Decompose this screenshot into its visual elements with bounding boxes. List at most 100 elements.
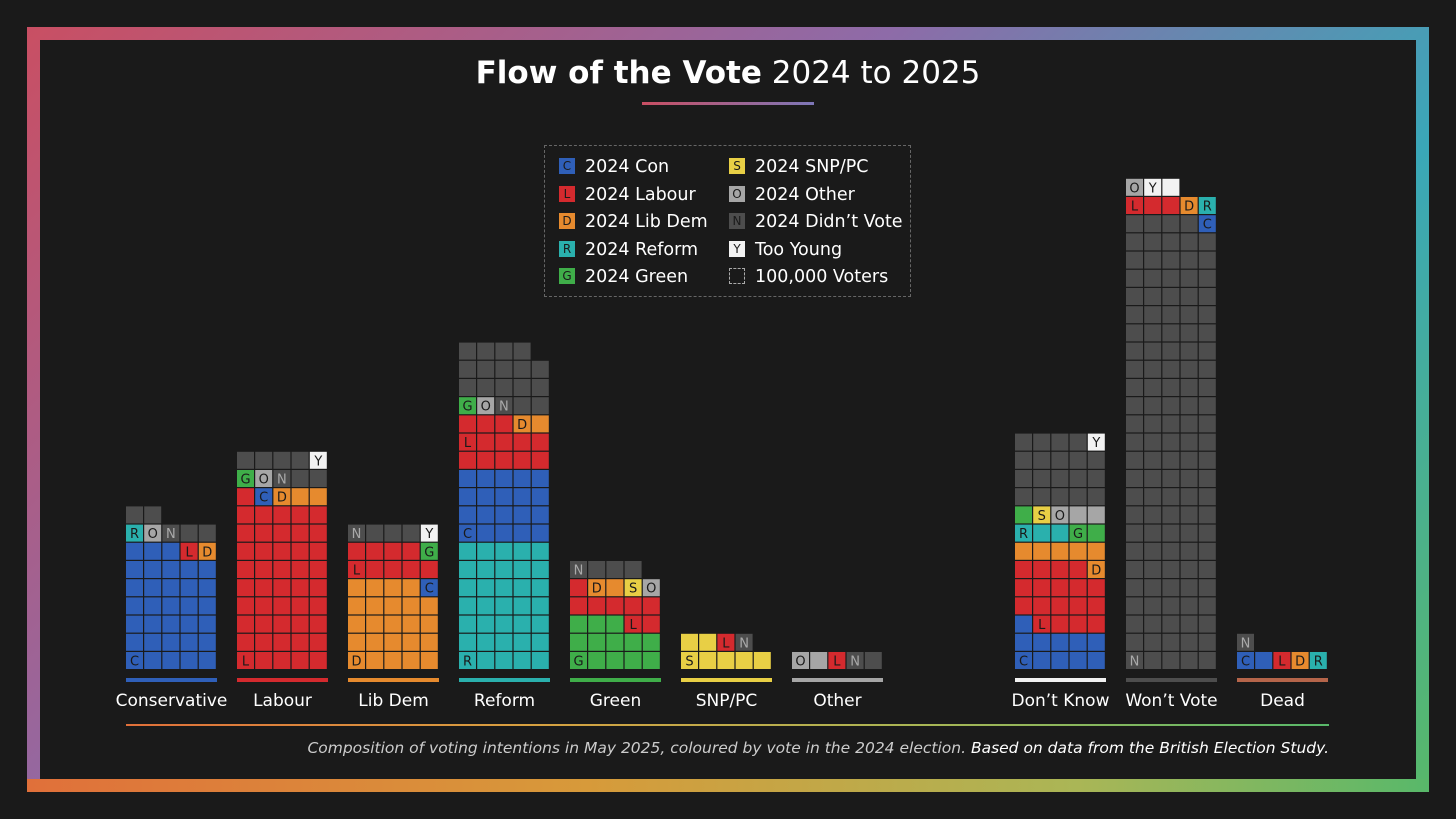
category-underline (459, 678, 550, 682)
waffle-cell (624, 561, 642, 578)
waffle-cell (384, 542, 402, 560)
waffle-cell (291, 561, 309, 578)
waffle-cell (237, 652, 254, 669)
waffle-cell (348, 633, 365, 651)
waffle-cell (1126, 579, 1143, 597)
waffle-cell (1180, 251, 1198, 269)
waffle-cell (1198, 542, 1216, 560)
legend-label: 2024 Reform (585, 239, 699, 260)
waffle-cell (180, 542, 198, 560)
waffle-cell (1033, 615, 1051, 633)
waffle-cell (513, 342, 531, 360)
waffle-cell (1144, 451, 1162, 469)
waffle-cell (477, 524, 495, 542)
waffle-cell (531, 615, 549, 633)
bar-conservative: C L D R O N Conservative (116, 506, 227, 711)
waffle-cell (531, 415, 549, 433)
waffle-cell (1126, 288, 1143, 305)
waffle-cell (273, 652, 291, 669)
waffle-cell (237, 470, 254, 487)
legend-label: 100,000 Voters (755, 267, 889, 287)
waffle-cell (459, 415, 476, 433)
waffle-cell (1126, 379, 1143, 396)
waffle-cell (1087, 597, 1105, 615)
legend: C 2024 Con L 2024 Labour D 2024 Lib Dem R 2024 … (544, 145, 911, 297)
waffle-cell (1069, 615, 1087, 633)
waffle-cell (1162, 488, 1180, 506)
cell-letter: O (481, 400, 491, 415)
waffle-cell (1069, 652, 1087, 669)
waffle-cell (1198, 288, 1216, 305)
waffle-cell (309, 470, 327, 487)
cell-letter: D (1184, 200, 1194, 215)
waffle-cell (699, 633, 717, 651)
cell-letter: L (629, 618, 637, 633)
waffle-cell (495, 579, 513, 597)
category-underline (348, 678, 439, 682)
waffle-cell (1033, 561, 1051, 578)
cell-letter: N (739, 636, 749, 651)
legend-swatch: D (559, 213, 575, 229)
waffle-cell (1144, 579, 1162, 597)
title-rest: 2024 to 2025 (771, 55, 981, 91)
waffle-cell (1198, 415, 1216, 433)
waffle-cell (1033, 542, 1051, 560)
waffle-cell (420, 652, 438, 669)
waffle-cell (495, 470, 513, 487)
waffle-cell (1291, 652, 1309, 669)
waffle-cell (531, 542, 549, 560)
waffle-cell (531, 360, 549, 378)
waffle-cell (1180, 615, 1198, 633)
waffle-cell (531, 506, 549, 524)
waffle-cell (273, 451, 291, 469)
waffle-cell (126, 597, 143, 615)
waffle-cell (624, 579, 642, 597)
waffle-cell (477, 542, 495, 560)
waffle-cell (1144, 542, 1162, 560)
waffle-cell (198, 542, 216, 560)
waffle-cell (348, 615, 365, 633)
waffle-cell (1069, 633, 1087, 651)
waffle-cell (144, 633, 162, 651)
cell-letter: D (517, 418, 527, 433)
waffle-cell (477, 615, 495, 633)
waffle-cell (309, 506, 327, 524)
waffle-cell (144, 615, 162, 633)
bar-reform: R C L D G O N Reform (459, 342, 550, 711)
waffle-cell (1180, 306, 1198, 324)
waffle-cell (291, 524, 309, 542)
category-label: SNP/PC (696, 691, 758, 711)
waffle-cell (570, 561, 587, 578)
waffle-cell (126, 615, 143, 633)
waffle-cell (459, 524, 476, 542)
cell-letter: C (259, 491, 268, 506)
waffle-cell (1198, 360, 1216, 378)
waffle-cell (735, 652, 753, 669)
waffle-cell (477, 415, 495, 433)
waffle-cell (180, 633, 198, 651)
waffle-cell (513, 561, 531, 578)
waffle-cell (1087, 561, 1105, 578)
waffle-cell (1144, 470, 1162, 487)
waffle-cell (513, 470, 531, 487)
waffle-cell (366, 542, 384, 560)
waffle-cell (1180, 415, 1198, 433)
waffle-cell (420, 561, 438, 578)
category-underline (1126, 678, 1217, 682)
waffle-cell (513, 415, 531, 433)
waffle-cell (1069, 506, 1087, 524)
waffle-cell (144, 542, 162, 560)
waffle-cell (1144, 597, 1162, 615)
waffle-cell (1180, 197, 1198, 214)
waffle-cell (1144, 306, 1162, 324)
legend-swatch: S (729, 158, 745, 174)
category-label: Don’t Know (1012, 691, 1110, 711)
waffle-cell (531, 561, 549, 578)
legend-label: 2024 Lib Dem (585, 212, 708, 232)
bar-snp-pc: S L N SNP/PC (681, 633, 772, 711)
waffle-cell (126, 652, 143, 669)
waffle-cell (531, 524, 549, 542)
cell-letter: N (277, 473, 287, 488)
waffle-cell (348, 652, 365, 669)
waffle-cell (309, 633, 327, 651)
